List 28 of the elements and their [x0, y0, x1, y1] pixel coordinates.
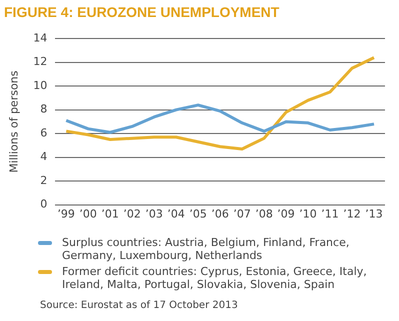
x-tick-label: ’10 [299, 207, 317, 220]
x-tick-label: ’04 [167, 207, 185, 220]
y-axis-title: Millions of persons [7, 70, 20, 173]
y-tick-label: 4 [40, 150, 48, 164]
y-tick-label: 8 [40, 102, 48, 116]
x-tick-label: ’03 [145, 207, 163, 220]
y-tick-label: 10 [33, 78, 48, 92]
chart-title: FIGURE 4: EUROZONE UNEMPLOYMENT [4, 4, 280, 20]
x-tick-label: ’08 [255, 207, 273, 220]
y-tick-label: 12 [33, 55, 48, 68]
x-tick-label: ’06 [211, 207, 229, 220]
y-tick-label: 0 [40, 198, 48, 211]
x-tick-label: ’99 [57, 207, 75, 220]
x-tick-label: ’07 [233, 207, 251, 220]
y-tick-label: 14 [33, 31, 48, 44]
x-tick-label: ’13 [365, 207, 383, 220]
x-tick-label: ’00 [79, 207, 97, 220]
y-tick-label: 2 [40, 174, 48, 187]
x-tick-label: ’05 [189, 207, 207, 220]
legend-label: Former deficit countries: Cyprus, Estonia, Greece, Italy, Ireland, Malta, Portugal, Slovakia, Slovenia, Spain [62, 265, 368, 291]
x-tick-label: ’09 [277, 207, 295, 220]
x-tick-label: ’01 [101, 207, 119, 220]
x-tick-label: ’12 [343, 207, 361, 220]
x-tick-label: ’11 [321, 207, 339, 220]
x-tick-label: ’02 [123, 207, 141, 220]
source-note: Source: Eurostat as of 17 October 2013 [40, 300, 238, 311]
y-tick-label: 6 [40, 126, 48, 140]
legend-label: Surplus countries: Austria, Belgium, Finland, France, Germany, Luxembourg, Netherlands [62, 236, 350, 262]
